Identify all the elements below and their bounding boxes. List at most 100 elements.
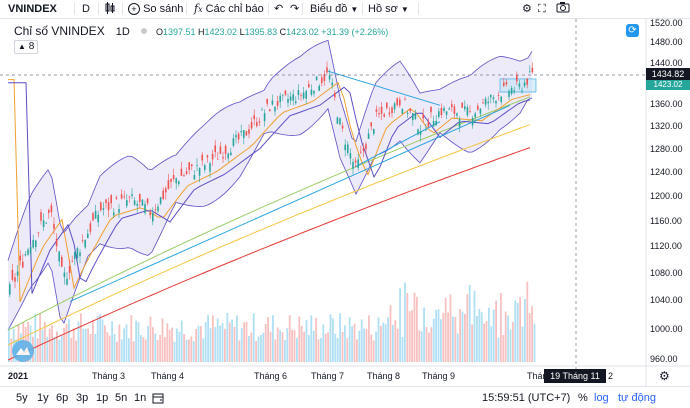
volume-bar [63, 327, 65, 362]
range-6m-button[interactable]: 6p [56, 392, 69, 404]
candle-body [217, 158, 219, 160]
range-5y-button[interactable]: 5y [16, 392, 28, 404]
candle-body [118, 209, 120, 213]
legend-interval: 1D [115, 26, 130, 38]
volume-bar [370, 334, 373, 362]
volume-bar [408, 311, 411, 362]
symbol-search-button[interactable]: VNINDEX [8, 3, 57, 15]
candle-body [271, 100, 274, 105]
candle-body [518, 83, 521, 87]
candle-body [388, 112, 391, 115]
volume-bar [104, 325, 106, 362]
candle-body [53, 223, 55, 229]
candle-body [29, 246, 32, 254]
volume-bar [473, 290, 476, 362]
volume-bar [384, 324, 387, 362]
candle-body [235, 135, 237, 138]
range-1m-button[interactable]: 1p [96, 392, 109, 404]
volume-bar [490, 326, 493, 362]
candle-body [393, 103, 396, 110]
candle-body [55, 238, 58, 247]
volume-bar [92, 319, 94, 362]
tradingview-logo-icon[interactable] [12, 340, 34, 362]
bottom-toolbar: 5y 1y 6p 3p 1p 5n 1n 15:59:51 (UTC+7) % … [0, 386, 690, 408]
volume-bar [188, 339, 190, 362]
range-1y-button[interactable]: 1y [37, 392, 49, 404]
candle-body [354, 160, 357, 163]
percent-scale-button[interactable]: % [578, 392, 588, 404]
goto-date-icon[interactable] [152, 392, 164, 407]
volume-bar [58, 339, 61, 362]
volume-bar [212, 315, 214, 362]
candle-body [383, 114, 385, 117]
volume-bar [168, 329, 171, 362]
candle-body [357, 159, 359, 168]
candle-body [297, 90, 300, 95]
axis-settings-icon[interactable]: ⚙ [659, 369, 670, 383]
profile-button[interactable]: Hồ sơ ▼ [368, 1, 409, 17]
candle-body [266, 98, 268, 104]
toolbar-divider [74, 3, 75, 15]
log-scale-button[interactable]: log [594, 392, 609, 404]
indicators-button[interactable]: fx Các chỉ báo [194, 1, 264, 17]
candle-body [167, 180, 170, 189]
volume-bar [106, 332, 109, 362]
volume-bar [404, 282, 406, 362]
candle-body [321, 77, 323, 84]
candle-body [341, 125, 344, 129]
volume-bar [389, 304, 392, 362]
volume-bar [48, 328, 51, 362]
low-key: L [239, 27, 245, 37]
redo-icon[interactable]: ↷ [290, 3, 300, 15]
range-3m-button[interactable]: 3p [76, 392, 89, 404]
interval-button[interactable]: D [82, 3, 90, 15]
volume-bar [406, 292, 409, 362]
candle-body [386, 102, 388, 108]
clock-display[interactable]: 15:59:51 (UTC+7) [482, 392, 571, 404]
candle-body [269, 109, 271, 112]
candle-body [425, 129, 427, 131]
candle-body [188, 162, 190, 171]
candles-icon[interactable] [104, 1, 116, 17]
volume-bar [154, 333, 157, 362]
range-1d-button[interactable]: 1n [134, 392, 147, 404]
volume-bar [272, 315, 274, 362]
chart-type-button[interactable]: Biểu đồ ▼ [310, 1, 358, 17]
candle-body [193, 174, 196, 180]
volume-bar [430, 327, 433, 362]
fullscreen-icon[interactable]: ⛶ [538, 3, 546, 15]
toolbar-divider [98, 3, 99, 15]
volume-bar [226, 312, 229, 362]
price-axis-label: 1080.00 [650, 267, 683, 278]
undo-icon[interactable]: ↶ [274, 3, 284, 15]
candle-body [276, 101, 279, 106]
settings-gear-icon[interactable]: ⚙ [522, 3, 532, 15]
volume-bar [365, 328, 368, 362]
volume-bar [387, 317, 389, 362]
candle-body [456, 113, 458, 116]
volume-bar [442, 312, 445, 362]
volume-bar [36, 338, 39, 362]
chevron-down-icon: ▼ [400, 5, 409, 14]
candle-body [287, 99, 289, 103]
camera-icon[interactable] [556, 1, 570, 17]
sync-icon[interactable]: ⟳ [626, 24, 639, 37]
candle-body [92, 213, 94, 221]
compare-button[interactable]: + So sánh [128, 1, 183, 17]
candle-body [131, 194, 133, 196]
indicators-toggle[interactable]: ▲ 8 [14, 40, 39, 54]
price-chart[interactable] [0, 19, 690, 386]
candle-body [120, 194, 123, 199]
candle-body [323, 74, 326, 81]
range-5d-button[interactable]: 5n [115, 392, 128, 404]
volume-bar [166, 323, 169, 362]
candle-body [154, 209, 157, 210]
candle-body [27, 249, 29, 255]
candle-body [175, 178, 177, 184]
volume-bar [492, 309, 495, 362]
auto-scale-button[interactable]: tự động [618, 392, 656, 404]
plus-circle-icon: + [128, 3, 140, 16]
volume-bar [123, 328, 125, 362]
volume-bar [512, 321, 514, 362]
candle-body [440, 107, 443, 116]
